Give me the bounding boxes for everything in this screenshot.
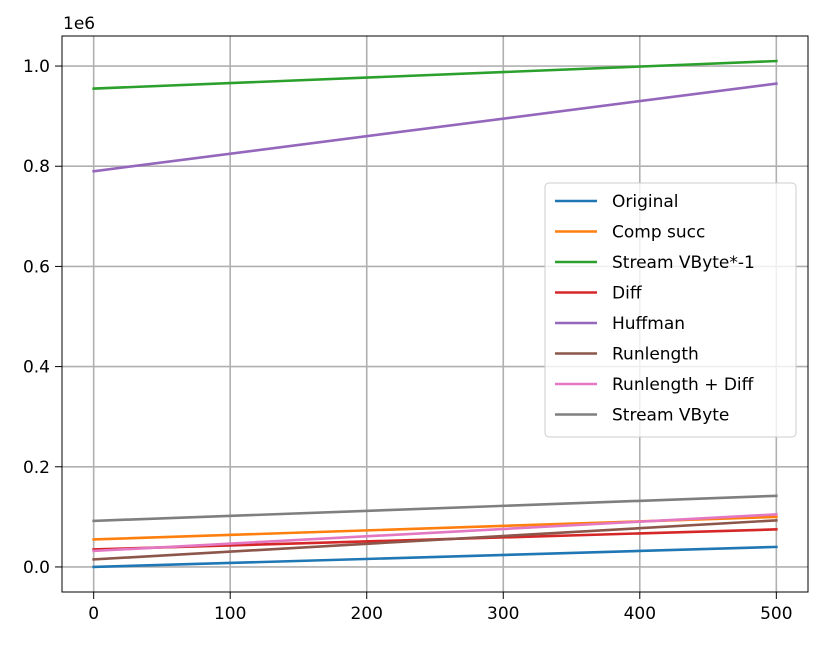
x-tick-label: 500 xyxy=(760,604,792,624)
legend-label-7: Runlength + Diff xyxy=(612,375,755,395)
legend-label-5: Huffman xyxy=(612,314,685,334)
series-layer xyxy=(92,59,778,569)
series-line-8 xyxy=(92,494,778,523)
legend-label-3: Stream VByte*-1 xyxy=(612,253,755,273)
x-tick-label: 0 xyxy=(88,604,99,624)
x-tick-label: 200 xyxy=(351,604,383,624)
x-tick-label: 300 xyxy=(487,604,519,624)
legend: Original Comp succ Stream VByte*-1 Diff Huff… xyxy=(544,182,797,438)
series-line-5 xyxy=(92,82,778,173)
y-tick-label: 0.4 xyxy=(23,358,50,378)
y-tick-label: 0.6 xyxy=(23,257,50,277)
plot-frame xyxy=(61,35,809,593)
y-axis-offset-label: 1e6 xyxy=(63,14,95,34)
series-line-3 xyxy=(92,59,778,90)
y-tick-label: 0.2 xyxy=(23,458,50,478)
series-line-1 xyxy=(92,545,778,569)
legend-label-4: Diff xyxy=(612,284,643,304)
y-tick-label: 0.0 xyxy=(23,558,50,578)
x-tick-label: 100 xyxy=(214,604,246,624)
series-line-7 xyxy=(92,512,778,553)
legend-box xyxy=(544,182,797,438)
legend-label-2: Comp succ xyxy=(612,223,705,243)
y-tick-label: 1.0 xyxy=(23,57,50,77)
legend-label-6: Runlength xyxy=(612,345,699,365)
legend-label-1: Original xyxy=(612,192,679,212)
x-tick-label: 400 xyxy=(624,604,656,624)
y-tick-label: 0.8 xyxy=(23,157,50,177)
y-axis: 0.0 0.2 0.4 0.6 0.8 1.0 xyxy=(23,57,62,578)
legend-label-8: Stream VByte xyxy=(612,406,729,426)
series-line-6 xyxy=(92,518,778,561)
x-axis: 0 100 200 300 400 500 xyxy=(88,592,793,624)
